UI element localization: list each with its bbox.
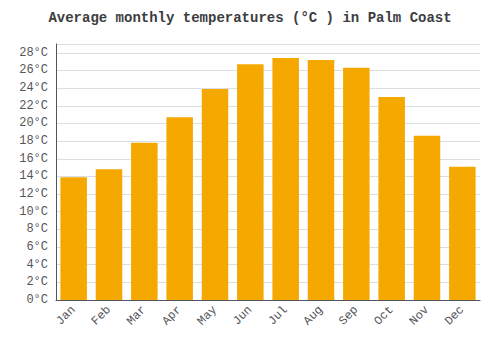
svg-text:Jan: Jan: [53, 303, 78, 328]
svg-text:Oct: Oct: [371, 303, 396, 328]
svg-text:Average monthly temperatures (: Average monthly temperatures (°C ) in Pa…: [48, 10, 451, 26]
svg-text:Mar: Mar: [124, 303, 149, 328]
svg-text:28°C: 28°C: [19, 46, 48, 60]
svg-text:22°C: 22°C: [19, 99, 48, 113]
svg-text:Feb: Feb: [89, 303, 114, 328]
svg-text:18°C: 18°C: [19, 134, 48, 148]
svg-text:20°C: 20°C: [19, 116, 48, 130]
svg-text:24°C: 24°C: [19, 81, 48, 95]
svg-text:Nov: Nov: [407, 303, 432, 328]
svg-text:8°C: 8°C: [26, 222, 48, 236]
svg-text:16°C: 16°C: [19, 152, 48, 166]
svg-text:Aug: Aug: [301, 303, 326, 328]
svg-text:Jul: Jul: [265, 303, 290, 328]
svg-text:0°C: 0°C: [26, 293, 48, 307]
svg-text:12°C: 12°C: [19, 187, 48, 201]
svg-text:14°C: 14°C: [19, 169, 48, 183]
svg-text:6°C: 6°C: [26, 240, 48, 254]
svg-text:Apr: Apr: [159, 303, 184, 328]
svg-text:Jun: Jun: [230, 303, 255, 328]
svg-text:26°C: 26°C: [19, 63, 48, 77]
svg-text:Dec: Dec: [442, 303, 467, 328]
svg-text:10°C: 10°C: [19, 205, 48, 219]
svg-text:2°C: 2°C: [26, 275, 48, 289]
svg-text:Sep: Sep: [336, 303, 361, 328]
svg-text:4°C: 4°C: [26, 258, 48, 272]
svg-text:May: May: [195, 303, 220, 328]
